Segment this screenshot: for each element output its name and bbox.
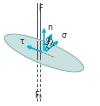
Text: σ: σ — [62, 31, 67, 40]
Text: λ: λ — [50, 38, 55, 47]
Text: τ: τ — [20, 37, 25, 46]
Ellipse shape — [4, 34, 84, 72]
Text: φ: φ — [46, 35, 51, 44]
Text: F: F — [38, 4, 43, 13]
Text: Fₛ: Fₛ — [34, 91, 42, 100]
Text: n: n — [48, 23, 52, 32]
